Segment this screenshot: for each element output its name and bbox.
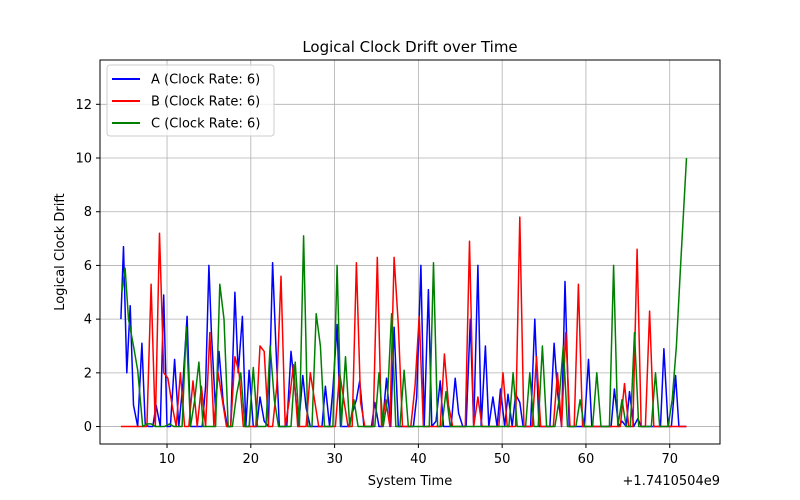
y-tick-label: 2 [84,366,92,381]
series-line-c [121,157,688,428]
x-tick-label: 30 [326,452,343,467]
y-tick-label: 8 [84,205,92,220]
legend-label: C (Clock Rate: 6) [151,117,260,132]
plot-frame [99,59,721,445]
series-lines [120,157,688,428]
legend-label: B (Clock Rate: 6) [151,95,260,110]
y-tick-label: 10 [75,152,92,167]
legend-label: A (Clock Rate: 6) [151,73,260,88]
y-axis-ticks: 0 2 4 6 8 10 12 [75,98,100,435]
y-axis-label: Logical Clock Drift [53,193,68,311]
y-tick-label: 4 [84,313,92,328]
chart-title: Logical Clock Drift over Time [302,38,517,56]
x-axis-offset-text: +1.7410504e9 [623,474,720,489]
x-tick-label: 40 [410,452,427,467]
y-tick-label: 12 [75,98,92,113]
x-tick-label: 20 [243,452,260,467]
x-tick-label: 50 [494,452,511,467]
x-axis-label: System Time [368,474,452,489]
legend-box [106,64,275,137]
y-tick-label: 0 [84,420,92,435]
x-tick-label: 10 [159,452,176,467]
x-tick-label: 60 [578,452,595,467]
x-tick-label: 70 [661,452,678,467]
x-axis-ticks: 10 20 30 40 50 60 70 [159,444,678,467]
legend: A (Clock Rate: 6) B (Clock Rate: 6) C (Clo… [106,64,275,137]
y-tick-label: 6 [84,259,92,274]
